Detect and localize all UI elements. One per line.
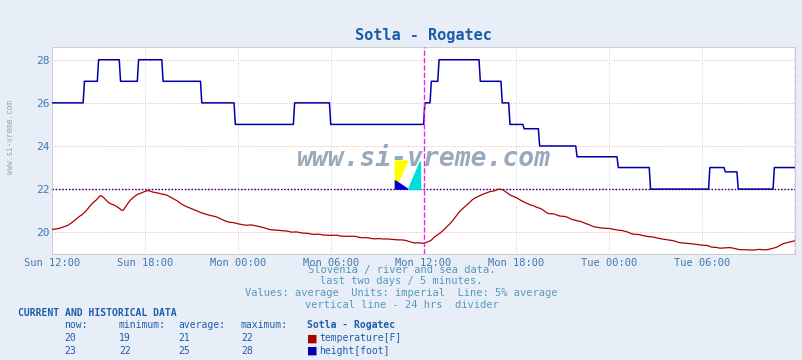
Text: Sotla - Rogatec: Sotla - Rogatec xyxy=(306,320,395,330)
Text: Values: average  Units: imperial  Line: 5% average: Values: average Units: imperial Line: 5%… xyxy=(245,288,557,298)
Text: average:: average: xyxy=(178,320,225,330)
Text: 19: 19 xyxy=(119,333,131,343)
Polygon shape xyxy=(395,161,407,189)
Polygon shape xyxy=(407,161,419,189)
Text: CURRENT AND HISTORICAL DATA: CURRENT AND HISTORICAL DATA xyxy=(18,308,176,318)
Text: now:: now: xyxy=(64,320,87,330)
Text: ■: ■ xyxy=(306,346,317,356)
Text: 28: 28 xyxy=(241,346,253,356)
Text: height[foot]: height[foot] xyxy=(319,346,390,356)
Text: 22: 22 xyxy=(241,333,253,343)
Text: www.si-vreme.com: www.si-vreme.com xyxy=(296,145,550,172)
Title: Sotla - Rogatec: Sotla - Rogatec xyxy=(354,28,492,43)
Text: ■: ■ xyxy=(306,333,317,343)
Text: 20: 20 xyxy=(64,333,76,343)
Text: 23: 23 xyxy=(64,346,76,356)
Text: vertical line - 24 hrs  divider: vertical line - 24 hrs divider xyxy=(304,300,498,310)
Text: Slovenia / river and sea data.: Slovenia / river and sea data. xyxy=(307,265,495,275)
Text: minimum:: minimum: xyxy=(119,320,166,330)
Text: 21: 21 xyxy=(178,333,190,343)
Text: 25: 25 xyxy=(178,346,190,356)
Text: www.si-vreme.com: www.si-vreme.com xyxy=(6,100,14,174)
Text: 22: 22 xyxy=(119,346,131,356)
Polygon shape xyxy=(395,181,407,189)
Text: temperature[F]: temperature[F] xyxy=(319,333,401,343)
Text: maximum:: maximum: xyxy=(241,320,288,330)
Text: last two days / 5 minutes.: last two days / 5 minutes. xyxy=(320,276,482,287)
